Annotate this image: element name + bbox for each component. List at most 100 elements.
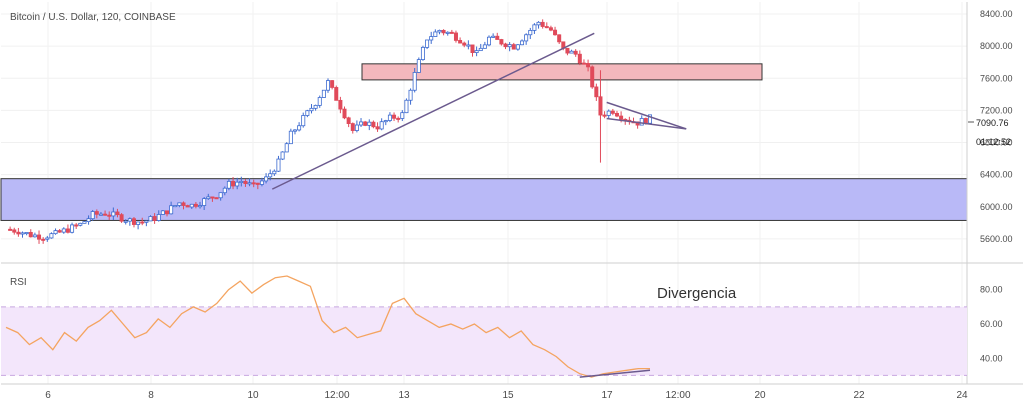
candle-body [495, 35, 500, 40]
candle-body [94, 211, 99, 215]
candle-body [280, 151, 285, 160]
candle-body [140, 221, 145, 224]
candle-body [449, 31, 454, 34]
candle-body [400, 112, 405, 119]
candle-body [206, 196, 211, 200]
candle-body [24, 232, 29, 235]
candle-body [437, 29, 442, 33]
candle-body [57, 230, 62, 233]
divergence-line [579, 369, 651, 378]
candle-body [458, 40, 463, 44]
divergence-annotation: Divergencia [657, 285, 737, 302]
support-zone [0, 178, 968, 221]
candle-body [8, 228, 13, 231]
rsi-axis: 80.00 60.00 40.00 [980, 285, 1003, 364]
candle-body [164, 210, 169, 215]
candle-body [49, 233, 54, 239]
time-tick-label: 15 [502, 390, 514, 401]
candle-body [334, 87, 339, 101]
candle-body [218, 192, 223, 199]
candle-body [53, 230, 58, 235]
time-tick-label: 8 [148, 390, 154, 401]
candles-layer [8, 19, 653, 244]
candle-body [548, 27, 553, 31]
candle-body [610, 110, 615, 114]
candle-body [565, 47, 570, 54]
candle-body [297, 125, 302, 131]
price-badge-label: 7090.76 [976, 118, 1009, 128]
candle-body [499, 39, 504, 45]
candle-body [375, 126, 380, 130]
candle-body [272, 170, 277, 175]
candle-body [528, 29, 533, 36]
candle-body [486, 36, 491, 46]
candle-body [239, 180, 244, 183]
candle-body [354, 124, 359, 131]
rsi-tick-label: 60.00 [980, 319, 1003, 329]
candle-body [313, 104, 318, 109]
candle-body [367, 121, 372, 126]
trendline [606, 101, 687, 130]
candle-body [342, 108, 347, 119]
candle-body [577, 53, 582, 64]
candle-body [416, 59, 421, 73]
rsi-band [1, 306, 967, 376]
candle-body [573, 50, 578, 55]
candle-body [45, 237, 50, 240]
candle-body [41, 238, 46, 241]
time-tick-label: 20 [754, 390, 766, 401]
candle-body [111, 211, 116, 217]
time-tick-label: 17 [601, 390, 613, 401]
candle-body [214, 197, 219, 200]
rsi-tick-label: 40.00 [980, 353, 1003, 363]
candle-body [169, 205, 174, 215]
price-axis: 8400.00 8000.00 7600.00 7200.00 6800.00 6400.… [980, 9, 1013, 244]
candle-body [462, 42, 467, 46]
candle-body [569, 50, 574, 54]
candle-body [12, 229, 17, 233]
candle-body [78, 222, 83, 226]
candle-body [586, 63, 591, 68]
time-tick-label: 13 [398, 390, 410, 401]
candle-body [107, 214, 112, 217]
candle-body [90, 211, 95, 220]
price-tick-label: 7200.00 [980, 105, 1013, 115]
candle-body [243, 180, 248, 184]
candle-body [181, 202, 186, 206]
price-tick-label: 8400.00 [980, 9, 1013, 19]
candle-body [553, 29, 558, 36]
candle-body [70, 224, 75, 233]
candle-body [524, 34, 529, 42]
candle-body [136, 221, 141, 225]
candle-body [131, 218, 136, 225]
candle-body [247, 182, 252, 185]
candle-body [28, 232, 33, 238]
candle-body [259, 180, 264, 185]
candle-body [305, 110, 310, 116]
candle-body [346, 117, 351, 124]
candle-body [420, 46, 425, 61]
candle-body [330, 80, 335, 88]
candle-body [123, 220, 128, 223]
price-tick-label: 7600.00 [980, 73, 1013, 83]
candle-body [433, 31, 438, 37]
candle-body [379, 121, 384, 130]
candle-body [536, 21, 541, 26]
rsi-line [5, 275, 650, 378]
candle-body [557, 34, 562, 43]
candle-body [544, 26, 549, 29]
candle-body [65, 228, 70, 233]
candle-body [268, 173, 273, 178]
candle-body [276, 158, 281, 172]
candle-body [511, 44, 516, 50]
candle-body [371, 121, 376, 128]
candle-body [581, 62, 586, 65]
candle-body [503, 43, 508, 48]
candle-body [185, 205, 190, 208]
rsi-tick-label: 80.00 [980, 285, 1003, 295]
candle-body [98, 213, 103, 216]
candle-body [193, 203, 198, 207]
price-tick-label: 6800.00 [980, 138, 1013, 148]
